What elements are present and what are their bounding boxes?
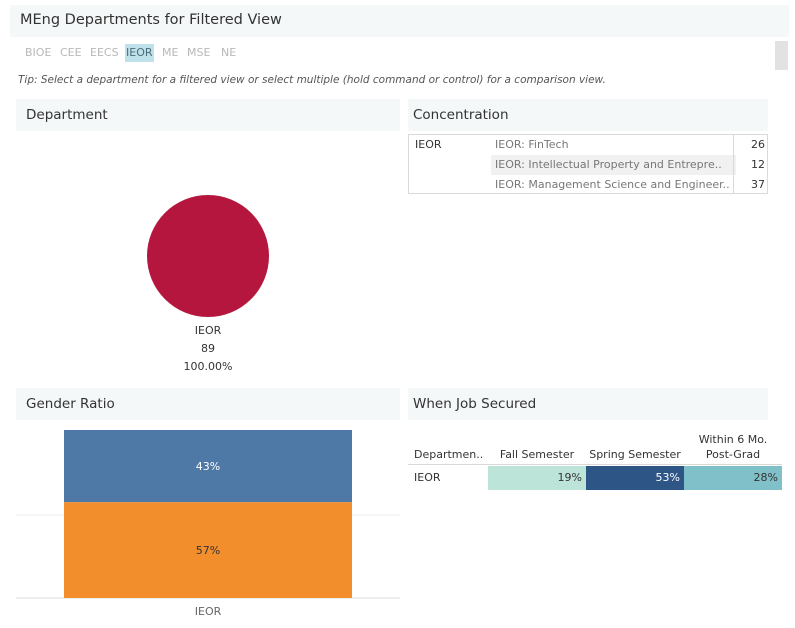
job-panel-header: When Job Secured	[408, 388, 768, 420]
filter-item-cee[interactable]: CEE	[60, 46, 82, 59]
filter-item-eecs[interactable]: EECS	[90, 46, 119, 59]
job-row-department: IEOR	[414, 471, 441, 484]
concentration-department: IEOR	[415, 138, 442, 151]
gender-ratio-chart: 43% 57%	[16, 430, 400, 599]
bar-label-top: 43%	[196, 460, 220, 473]
pie-label-percent: 100.00%	[183, 360, 233, 373]
filter-item-bioe[interactable]: BIOE	[25, 46, 52, 59]
gender-panel-header: Gender Ratio	[16, 388, 400, 420]
page-title: MEng Departments for Filtered View	[20, 12, 282, 28]
concentration-panel-title: Concentration	[413, 107, 509, 123]
department-pie-chart	[147, 195, 269, 317]
bar-segment-bottom[interactable]	[64, 502, 352, 598]
job-cell-spring[interactable]: 53%	[586, 466, 684, 490]
job-header-within6-line2[interactable]: Post-Grad	[705, 448, 761, 461]
job-header-department[interactable]: Departmen..	[414, 448, 484, 461]
filter-item-me[interactable]: ME	[162, 46, 179, 59]
job-header-fall[interactable]: Fall Semester	[499, 448, 575, 461]
filter-item-ne[interactable]: NE	[221, 46, 237, 59]
bar-segment-top[interactable]	[64, 430, 352, 503]
pie-label-department: IEOR	[194, 324, 222, 337]
concentration-row-count: 26	[751, 138, 765, 151]
bar-label-bottom: 57%	[196, 544, 220, 557]
job-cell-within6[interactable]: 28%	[684, 466, 782, 490]
concentration-row-name[interactable]: IEOR: Management Science and Engineer..	[495, 178, 730, 191]
filter-item-ieor[interactable]: IEOR	[125, 44, 154, 62]
filter-item-mse[interactable]: MSE	[187, 46, 211, 59]
job-cell-fall[interactable]: 19%	[488, 466, 586, 490]
filter-scrollbar[interactable]	[775, 41, 788, 70]
job-header-spring[interactable]: Spring Semester	[589, 448, 681, 461]
pie-slice-ieor[interactable]	[147, 195, 269, 317]
concentration-panel-header: Concentration	[408, 99, 768, 131]
concentration-row-count: 12	[751, 158, 765, 171]
title-bar: MEng Departments for Filtered View	[10, 5, 789, 37]
department-panel-title: Department	[26, 107, 108, 123]
concentration-row-name[interactable]: IEOR: FinTech	[495, 138, 569, 151]
job-header-within6-line1[interactable]: Within 6 Mo.	[698, 433, 768, 446]
concentration-row-count: 37	[751, 178, 765, 191]
tip-text: Tip: Select a department for a filtered …	[18, 74, 606, 86]
concentration-row-name[interactable]: IEOR: Intellectual Property and Entrepre…	[491, 155, 736, 175]
gender-panel-title: Gender Ratio	[26, 396, 115, 412]
concentration-table: IEOR IEOR: FinTech IEOR: Intellectual Pr…	[408, 134, 768, 194]
concentration-divider	[733, 135, 734, 193]
job-header-divider	[408, 464, 782, 465]
x-tick-label: IEOR	[194, 605, 222, 618]
job-panel-title: When Job Secured	[413, 396, 537, 412]
department-panel-header: Department	[16, 99, 400, 131]
pie-label-value: 89	[201, 342, 215, 355]
